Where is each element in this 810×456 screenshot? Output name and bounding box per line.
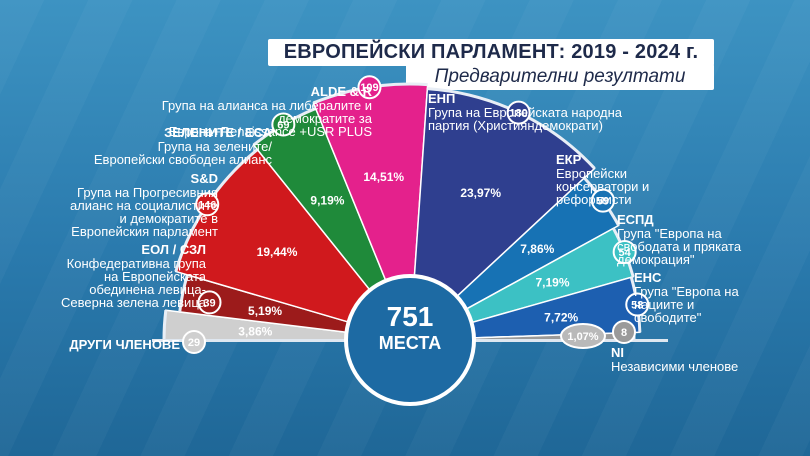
center-disc	[344, 274, 476, 406]
group-label-ecr: ЕКР Европейски консерватори и реформисти	[556, 152, 706, 206]
percent-label-sd: 19,44%	[257, 245, 298, 259]
seat-count-ecr: 59	[597, 196, 609, 208]
percent-label-greens: 9,19%	[310, 193, 344, 207]
chart-subtitle-text: Предварителни резултати	[434, 66, 686, 87]
seat-count-greens: 69	[277, 119, 289, 131]
group-name-gue: Конфедеративна група на Европейската обе…	[61, 256, 206, 310]
group-label-ni: NI Независими членове	[611, 345, 771, 373]
center-seats: 751	[387, 301, 434, 332]
seat-count-epp: 180	[509, 108, 527, 120]
chart-title-text: ЕВРОПЕЙСКИ ПАРЛАМЕНТ: 2019 - 2024 г.	[283, 41, 699, 63]
seat-marker-others	[182, 330, 206, 354]
group-abbr-epp: ЕНП	[428, 91, 456, 106]
group-abbr-alde: ALDE & R	[310, 84, 372, 99]
group-abbr-greens: ЗЕЛЕНИТЕ / ЕСА	[164, 125, 272, 140]
group-abbr-enf: ЕНС	[634, 270, 662, 285]
group-label-efdd: ЕСПД Група "Европа на свободата и прякат…	[617, 212, 767, 266]
chart-title: ЕВРОПЕЙСКИ ПАРЛАМЕНТ: 2019 - 2024 г.	[268, 39, 714, 66]
segment-rim-others	[162, 310, 168, 341]
seat-count-efdd: 54	[619, 247, 632, 259]
group-abbr-ecr: ЕКР	[556, 152, 582, 167]
seat-marker-efdd	[612, 240, 637, 265]
percent-label-alde: 14,51%	[363, 170, 404, 184]
seat-count-alde: 109	[360, 82, 378, 94]
group-label-others: ДРУГИ ЧЛЕНОВЕ	[60, 337, 180, 352]
group-label-gue: ЕОЛ / СЗЛ Конфедеративна група на Европе…	[52, 242, 206, 309]
group-label-alde: ALDE & R Група на алианса на либералите …	[152, 84, 372, 138]
group-abbr-efdd: ЕСПД	[617, 212, 654, 227]
percent-label-enf: 7,72%	[544, 310, 578, 324]
center-label: МЕСТА	[379, 333, 441, 353]
segments-layer: 3,86% 5,19% 19,44% 9,19% 14,51% 23,97% 7,86% 7,…	[152, 82, 668, 342]
group-label-greens: ЗЕЛЕНИТЕ / ЕСА Група на зелените/ Европе…	[92, 125, 272, 166]
seat-marker-ecr	[590, 188, 615, 213]
percent-label-others: 3,86%	[238, 325, 272, 339]
group-name-ni: Независими членове	[611, 359, 739, 374]
seat-marker-ni	[612, 320, 636, 344]
seat-marker-alde	[357, 75, 382, 100]
group-abbr-others: ДРУГИ ЧЛЕНОВЕ	[69, 337, 180, 352]
group-name-efdd: Група "Европа на свободата и пряката дем…	[617, 226, 742, 267]
group-label-sd: S&D Група на Прогресивния алианс на соци…	[66, 171, 218, 238]
group-label-epp: ЕНП Група на Европейската народна партия…	[428, 91, 638, 132]
seat-count-others: 29	[188, 337, 200, 349]
percent-label-efdd: 7,19%	[535, 276, 569, 290]
chart-subtitle: Предварителни резултати	[406, 64, 714, 90]
group-abbr-gue: ЕОЛ / СЗЛ	[141, 242, 206, 257]
group-name-ecr: Европейски консерватори и реформисти	[556, 166, 650, 207]
seat-count-sd: 146	[198, 199, 216, 211]
group-label-enf: ЕНС Група "Европа на нациите и свободите…	[634, 270, 744, 324]
seat-count-ni: 8	[621, 327, 627, 339]
seat-marker-sd	[195, 192, 220, 217]
markers-layer: 29 39 146 69 109 180 59 54 58 1,07% 8	[182, 75, 650, 354]
percent-label-epp: 23,97%	[460, 186, 501, 200]
group-abbr-sd: S&D	[190, 171, 218, 186]
group-name-sd: Група на Прогресивния алианс на социалис…	[69, 185, 218, 239]
percent-label-ecr: 7,86%	[520, 242, 554, 256]
group-abbr-ni: NI	[611, 345, 624, 360]
group-name-alde: Група на алианса на либералите и демокра…	[161, 98, 372, 139]
percent-label-gue: 5,19%	[248, 304, 282, 318]
percent-label-ni: 1,07%	[567, 331, 598, 343]
group-name-enf: Група "Европа на нациите и свободите"	[634, 284, 739, 325]
seat-marker-greens	[271, 112, 296, 137]
seat-marker-gue	[197, 290, 222, 315]
group-name-greens: Група на зелените/ Европейски свободен а…	[93, 139, 272, 167]
group-name-epp: Група на Европейската народна партия (Хр…	[428, 105, 623, 133]
seat-marker-enf	[625, 292, 650, 317]
seat-marker-epp	[506, 100, 531, 125]
seat-count-gue: 39	[203, 297, 215, 309]
seat-count-enf: 58	[631, 300, 643, 312]
percent-pill-ni	[560, 323, 606, 349]
